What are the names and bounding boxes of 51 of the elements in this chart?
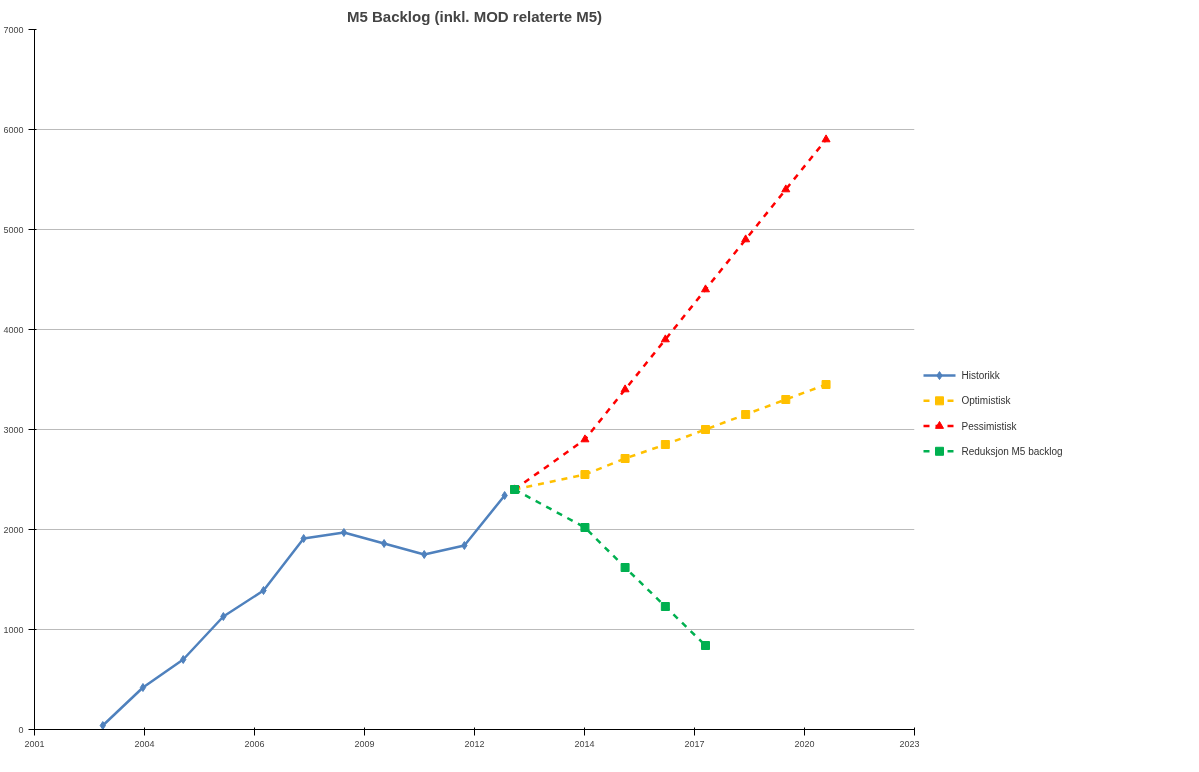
y-tick-label: 4000	[3, 324, 24, 335]
x-tick-label: 2012	[464, 738, 485, 749]
legend-label: Historikk	[961, 370, 1001, 382]
y-tick-label: 3000	[3, 424, 24, 435]
x-tick-label: 2001	[24, 738, 45, 749]
legend-label: Pessimistisk	[961, 420, 1018, 432]
point	[781, 395, 791, 404]
x-tick-label: 2009	[354, 738, 375, 749]
point	[139, 683, 147, 692]
y-tick-label: 5000	[3, 224, 24, 235]
point	[180, 655, 187, 664]
x-tick-label: 2006	[244, 738, 265, 749]
x-tick-label: 2020	[794, 738, 815, 749]
y-tick-label: 6000	[3, 124, 24, 135]
x-tick-label: 2017	[684, 738, 705, 749]
x-tick-label: 2004	[134, 738, 155, 749]
point	[340, 528, 348, 537]
point	[701, 425, 710, 434]
legend-label: Optimistisk	[961, 395, 1012, 407]
y-tick-label: 1000	[3, 624, 24, 635]
point	[620, 384, 630, 393]
point	[99, 721, 106, 730]
point	[701, 641, 710, 650]
point	[701, 284, 710, 293]
point	[300, 534, 307, 543]
legend-label: Reduksjon M5 backlog	[961, 445, 1063, 457]
x-tick-label: 2023	[899, 738, 920, 749]
point	[260, 586, 267, 595]
point	[220, 612, 227, 621]
point	[660, 602, 670, 611]
point	[741, 410, 751, 419]
point	[620, 454, 630, 463]
point	[741, 234, 751, 243]
x-tick-label: 2014	[574, 738, 595, 749]
point	[821, 134, 831, 143]
chart-title: M5 Backlog (inkl. MOD relaterte M5)	[346, 7, 603, 25]
point	[580, 523, 590, 532]
point	[421, 550, 428, 559]
y-tick-label: 7000	[3, 24, 24, 35]
point	[580, 434, 590, 443]
point	[461, 541, 468, 550]
point	[620, 563, 630, 572]
point	[660, 440, 670, 449]
point	[501, 491, 508, 500]
point	[821, 380, 831, 389]
point	[380, 539, 388, 548]
point	[660, 334, 670, 343]
y-tick-label: 0	[18, 724, 24, 735]
y-tick-label: 2000	[3, 524, 24, 535]
point	[580, 470, 590, 479]
point	[781, 184, 791, 193]
